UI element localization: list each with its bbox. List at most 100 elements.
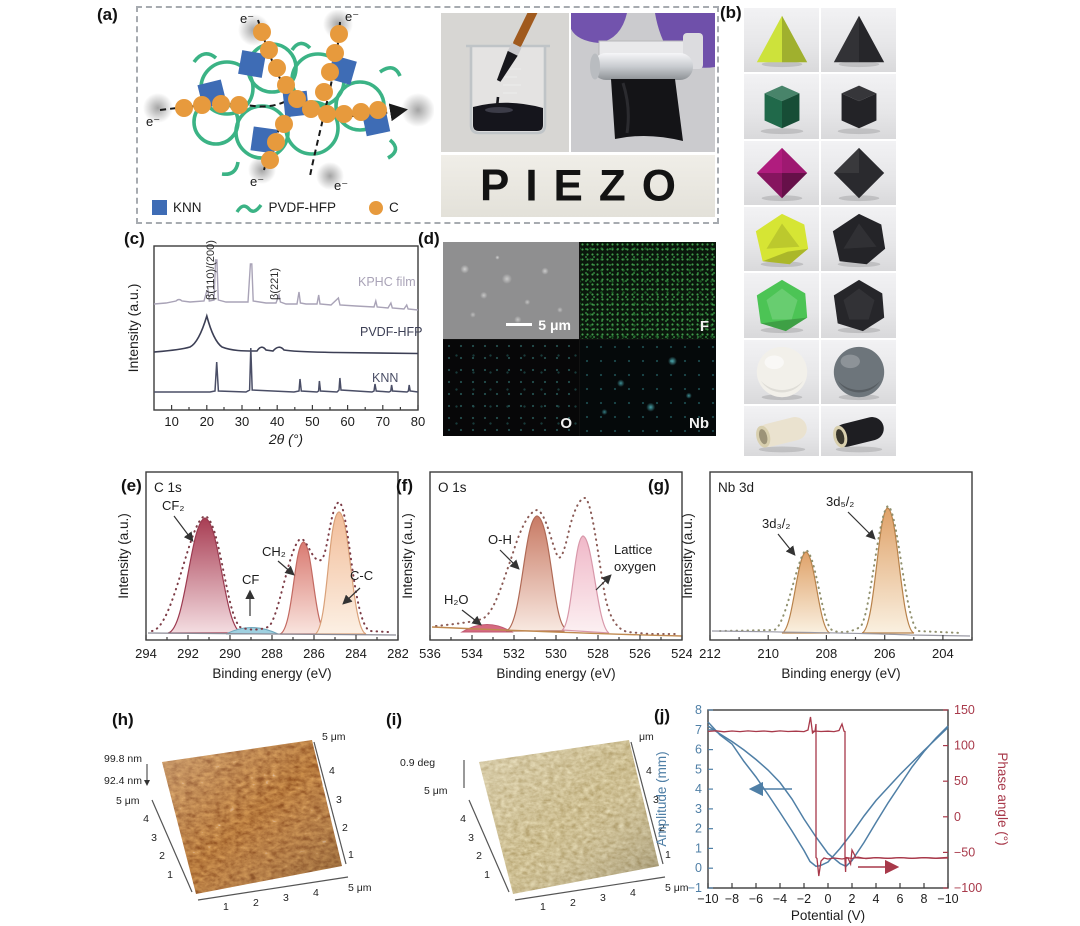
scale-bar: 5 μm	[506, 317, 571, 333]
peak-label-3d52: 3d₅/₂	[826, 494, 854, 509]
panel-g-label: (g)	[648, 476, 670, 495]
peak-label-ch2: CH₂	[262, 544, 286, 559]
y-axis-label: Intensity (a.u.)	[680, 513, 695, 599]
piezo-text: PIEZO	[479, 160, 693, 211]
x-axis-label: Binding energy (eV)	[496, 666, 615, 681]
peak-label-h2o: H₂O	[444, 592, 469, 607]
xps-nb3d-chart: Nb 3d 3d₃/₂ 3d₅/₂ 212 210 208 206 204 Bind…	[680, 471, 973, 681]
envelope-dotted	[151, 500, 389, 633]
slurry-beaker-photo	[441, 13, 569, 152]
svg-text:3: 3	[695, 802, 702, 816]
svg-text:530: 530	[545, 646, 567, 661]
svg-text:4: 4	[873, 892, 880, 906]
svg-text:100: 100	[954, 739, 975, 753]
baseline	[147, 632, 397, 636]
peak-label-lattice-2: oxygen	[614, 559, 656, 574]
x-tick-labels: −10 −8 −6 −4 −2 0 2 4 6 8 −10	[697, 892, 958, 906]
panel-h-label: (h)	[112, 710, 134, 729]
svg-text:1: 1	[540, 901, 546, 913]
svg-text:2: 2	[659, 822, 665, 834]
svg-text:3: 3	[283, 892, 289, 904]
x-tick-labels: 536 534 532 530 528 526 524	[419, 646, 692, 661]
svg-text:−2: −2	[797, 892, 811, 906]
carbon-swatch	[369, 200, 384, 215]
svg-text:70: 70	[376, 414, 390, 429]
baseline	[431, 626, 683, 637]
shape-dodecahedron-black	[821, 273, 896, 338]
svg-text:8: 8	[921, 892, 928, 906]
x-axis-label: 2θ (°)	[268, 431, 303, 447]
peak-cf2	[167, 517, 243, 634]
scale-bar-line	[506, 323, 533, 326]
envelope-dotted	[719, 504, 963, 634]
svg-text:292: 292	[177, 646, 199, 661]
panel-i-label: (i)	[386, 710, 403, 729]
legend-item-c: C	[369, 200, 399, 215]
svg-text:e⁻: e⁻	[345, 10, 359, 24]
composite-schematic: e⁻ e⁻ e⁻ e⁻ e⁻	[143, 10, 434, 190]
svg-text:5 μm: 5 μm	[322, 731, 346, 743]
svg-text:0: 0	[695, 861, 702, 875]
svg-text:1: 1	[665, 849, 671, 861]
svg-text:−10: −10	[697, 892, 718, 906]
xps-o1s-chart: O 1s O-H H₂O Lattice oxygen 536 534 532 53…	[400, 471, 692, 681]
svg-text:10: 10	[164, 414, 178, 429]
panel-d: 5 μm F O Nb	[443, 242, 716, 436]
svg-text:5 μm: 5 μm	[116, 795, 140, 807]
svg-text:60: 60	[340, 414, 354, 429]
panel-b-label: (b)	[720, 3, 742, 22]
svg-text:0.9 deg: 0.9 deg	[400, 757, 435, 769]
svg-text:5 μm: 5 μm	[424, 785, 448, 797]
x-tick-labels: 10 20 30 40 50 60 70 80	[164, 414, 425, 429]
legend-item-pvdf: PVDF-HFP	[235, 200, 336, 215]
y-axis-label: Intensity (a.u.)	[400, 513, 415, 599]
svg-text:μm: μm	[639, 731, 654, 743]
panel-j-label: (j)	[654, 706, 671, 725]
svg-text:e⁻: e⁻	[146, 114, 160, 129]
svg-text:−4: −4	[773, 892, 787, 906]
panel-f-label: (f)	[396, 476, 413, 495]
peak-cc	[314, 511, 367, 635]
svg-text:1: 1	[223, 901, 229, 913]
y-axis-label: Intensity (a.u.)	[116, 513, 131, 599]
carbon-particles	[175, 23, 387, 169]
electron-smudges	[143, 10, 434, 190]
x-axis-ticks	[145, 635, 399, 640]
svg-text:282: 282	[387, 646, 408, 661]
shape-tetrahedron-colored	[744, 8, 819, 73]
peak-label-oh: O-H	[488, 532, 512, 547]
series-label-pvdf: PVDF-HFP	[360, 325, 423, 339]
scale-bar-label: 5 μm	[538, 316, 571, 333]
y-axis-label: Intensity (a.u.)	[126, 284, 141, 373]
svg-text:−6: −6	[749, 892, 763, 906]
shape-cylinder-black	[821, 405, 896, 456]
svg-text:526: 526	[629, 646, 651, 661]
xps-c1s-chart: C 1s CF₂ CF CH₂ C-C 294 292 290 288 286 284…	[116, 471, 408, 681]
x-axis-label: Binding energy (eV)	[212, 666, 331, 681]
panel-a-label: (a)	[97, 5, 118, 24]
map-label-o: O	[560, 415, 572, 432]
curve-pvdf-hfp	[153, 313, 419, 355]
peak-label-lattice-1: Lattice	[614, 542, 652, 557]
x-axis-label: Potential (V)	[791, 908, 865, 923]
svg-text:3: 3	[468, 832, 474, 844]
curve-kphc-film	[153, 259, 419, 311]
svg-text:5 μm: 5 μm	[665, 882, 689, 894]
svg-text:2: 2	[342, 822, 348, 834]
svg-text:2: 2	[849, 892, 856, 906]
svg-text:294: 294	[135, 646, 157, 661]
shape-icosahedron-colored	[744, 206, 819, 272]
svg-text:50: 50	[305, 414, 319, 429]
svg-text:2: 2	[476, 850, 482, 862]
peak-3d52	[861, 507, 915, 634]
electron-labels: e⁻ e⁻ e⁻ e⁻ e⁻	[146, 10, 359, 190]
svg-text:6: 6	[897, 892, 904, 906]
svg-text:e⁻: e⁻	[240, 11, 254, 26]
svg-text:208: 208	[816, 646, 838, 661]
left-axis: 4 3 2 1	[460, 799, 510, 893]
peak-label-cf: CF	[242, 572, 259, 587]
eds-map-nb: Nb	[580, 339, 716, 436]
shape-sphere-white	[744, 339, 819, 404]
bottom-axis: 1 2 3 4 5 μm	[514, 876, 689, 913]
svg-text:40: 40	[270, 414, 284, 429]
